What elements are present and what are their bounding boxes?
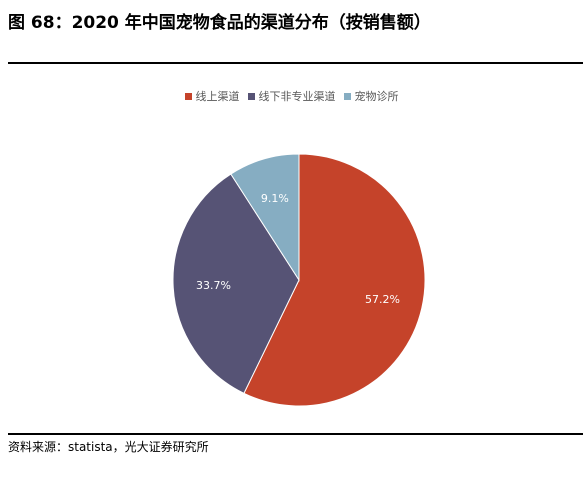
legend-label-online: 线上渠道 <box>195 90 240 103</box>
legend-swatch-offline <box>247 92 255 100</box>
top-rule <box>8 62 583 64</box>
data-label-online: 57.2% <box>365 293 400 306</box>
legend-label-offline: 线下非专业渠道 <box>258 90 336 103</box>
legend-item-clinic: 宠物诊所 <box>343 88 399 104</box>
pie-slice-offline <box>172 173 300 394</box>
data-label-offline: 33.7% <box>196 279 231 292</box>
legend-swatch-clinic <box>343 92 351 100</box>
legend-swatch-online <box>184 92 192 100</box>
pie-slice-clinic <box>230 153 300 282</box>
legend-item-offline: 线下非专业渠道 <box>247 88 336 104</box>
legend-item-online: 线上渠道 <box>184 88 240 104</box>
source-note: 资料来源：statista，光大证券研究所 <box>8 440 209 454</box>
data-label-clinic: 9.1% <box>261 192 289 205</box>
pie-slice-online <box>243 153 426 407</box>
bottom-rule <box>8 433 583 435</box>
chart-legend: 线上渠道 线下非专业渠道 宠物诊所 <box>0 88 583 104</box>
legend-label-clinic: 宠物诊所 <box>354 90 399 103</box>
figure-title: 图 68：2020 年中国宠物食品的渠道分布（按销售额） <box>8 13 431 33</box>
